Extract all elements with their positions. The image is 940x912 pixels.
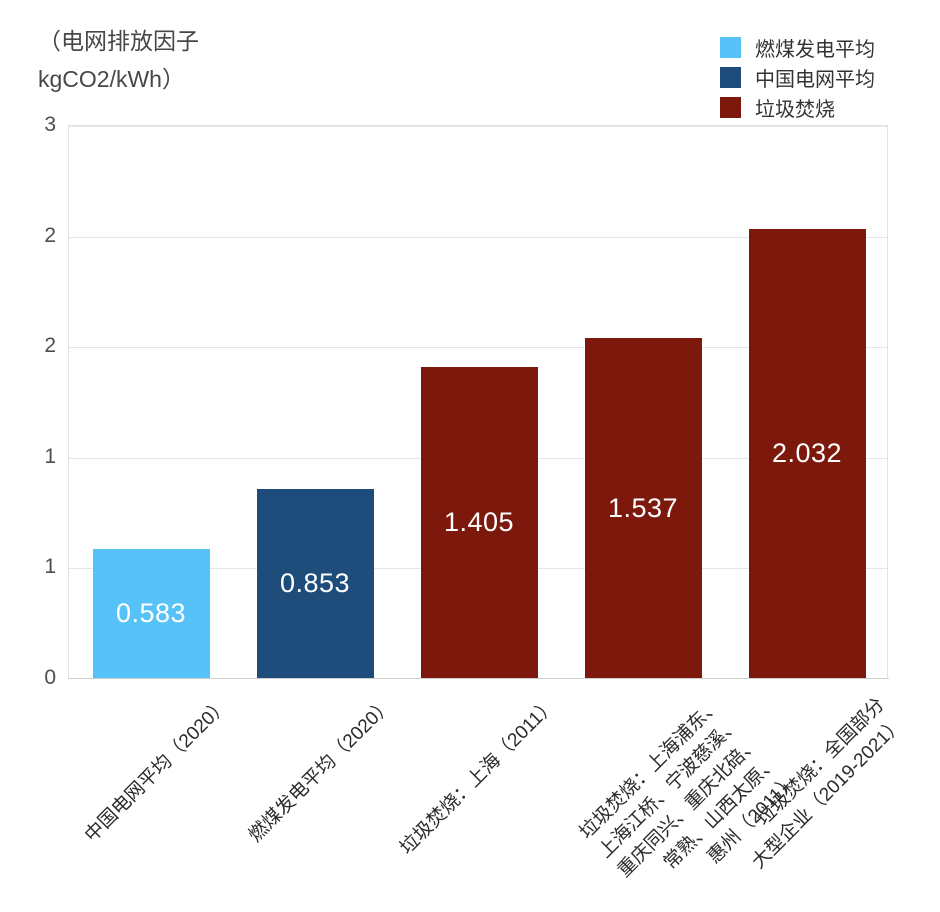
chart-title-line2: kgCO2/kWh） — [38, 66, 185, 92]
legend-label: 中国电网平均 — [755, 68, 875, 91]
y-tick-label: 1 — [44, 444, 56, 468]
gridline — [69, 347, 887, 349]
x-tick-label: 中国电网平均（2020） — [80, 694, 233, 847]
y-tick-label: 0 — [44, 666, 56, 689]
gridline — [69, 126, 887, 127]
y-tick-label: 2 — [44, 334, 56, 358]
chart-title: （电网排放因子 kgCO2/kWh） — [38, 22, 199, 98]
legend-swatch-icon — [720, 36, 741, 58]
x-tick-label: 燃煤发电平均（2020） — [244, 694, 397, 847]
chart-title-line1: （电网排放因子 — [38, 28, 199, 54]
bar-value-label: 0.583 — [115, 598, 187, 629]
bar-1: 0.583 — [92, 549, 210, 678]
bar-3: 1.405 — [420, 367, 538, 678]
bar-value-label: 1.405 — [443, 507, 515, 538]
legend-item-waste-incineration: 垃圾焚烧 — [720, 92, 875, 122]
bar-2: 0.853 — [256, 489, 374, 678]
legend-swatch-icon — [720, 96, 741, 118]
gridline — [69, 236, 887, 238]
bar-value-label: 1.537 — [607, 492, 679, 523]
bar-5: 2.032 — [748, 228, 866, 678]
plot-area: 0.583 0.853 1.405 1.537 2.032 — [68, 125, 888, 678]
legend-swatch-icon — [720, 66, 741, 88]
bar-value-label: 2.032 — [771, 437, 843, 468]
legend-label: 垃圾焚烧 — [755, 98, 835, 121]
legend-item-china-grid-avg: 中国电网平均 — [720, 62, 875, 92]
y-tick-label: 1 — [44, 555, 56, 579]
y-tick-label: 2 — [44, 223, 56, 247]
legend-item-coal-power-avg: 燃煤发电平均 — [720, 32, 875, 62]
bar-value-label: 0.853 — [279, 568, 351, 599]
y-tick-label: 3 — [44, 113, 56, 136]
legend-label: 燃煤发电平均 — [755, 38, 875, 61]
bar-4: 1.537 — [584, 338, 702, 678]
x-axis-line — [68, 678, 889, 679]
legend: 燃煤发电平均 中国电网平均 垃圾焚烧 — [720, 32, 875, 122]
x-tick-label: 垃圾焚烧：上海（2011） — [396, 694, 561, 859]
